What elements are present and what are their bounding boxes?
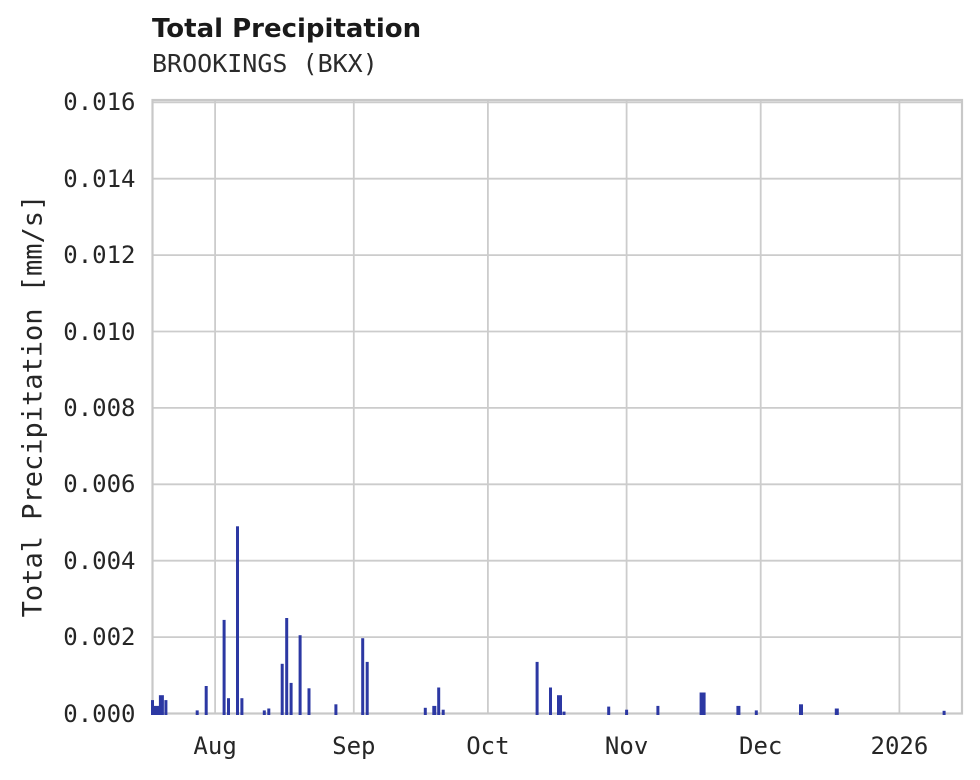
precip-spike <box>154 705 160 715</box>
precip-spike <box>437 687 441 715</box>
precip-spike <box>227 698 230 715</box>
y-tick-label: 0.008 <box>63 393 136 422</box>
y-tick-label: 0.010 <box>63 317 136 346</box>
y-tick-label: 0.016 <box>63 88 136 117</box>
precip-spike <box>557 695 562 715</box>
plot-frame <box>151 98 964 715</box>
precip-spike <box>535 661 539 715</box>
x-tick-label: Nov <box>604 731 649 760</box>
precip-spike <box>195 710 199 715</box>
y-tick-label: 0.000 <box>63 699 136 728</box>
precip-spike <box>423 707 427 715</box>
precip-spike <box>222 619 226 715</box>
precip-spike <box>236 526 239 715</box>
precip-spike <box>289 682 293 715</box>
precip-spike <box>240 698 244 715</box>
precip-spike <box>625 709 629 715</box>
y-tick-label: 0.004 <box>63 546 136 575</box>
precip-spike <box>656 705 660 715</box>
x-tick-label: Dec <box>739 731 783 760</box>
precip-spike <box>298 635 302 715</box>
precip-spike <box>334 704 338 715</box>
precip-spike <box>267 708 271 715</box>
precip-spike <box>164 700 168 715</box>
precip-spike <box>441 709 445 715</box>
precip-spike <box>942 710 946 715</box>
y-tick-label: 0.014 <box>63 164 136 193</box>
precip-spike <box>834 708 839 715</box>
precip-spike <box>262 710 266 715</box>
x-tick-label: Sep <box>332 731 376 760</box>
precip-spike <box>549 687 552 715</box>
y-tick-label: 0.006 <box>63 470 136 499</box>
precip-spike <box>204 686 208 715</box>
precip-spike <box>432 705 437 715</box>
precip-spike <box>285 618 289 715</box>
precip-spike <box>607 706 611 715</box>
chart-subtitle-station: BROOKINGS (BKX) <box>152 49 378 78</box>
y-tick-label: 0.012 <box>63 241 136 270</box>
precip-spike <box>562 711 566 715</box>
y-tick-label: 0.002 <box>63 623 136 652</box>
precip-spike <box>158 695 164 715</box>
x-tick-label: Aug <box>193 731 237 760</box>
precip-spike <box>365 661 369 715</box>
chart-title: Total Precipitation <box>152 14 422 44</box>
precip-spike <box>280 663 284 715</box>
precip-spike <box>754 710 758 715</box>
precip-spike <box>736 705 741 715</box>
precip-spike <box>799 704 803 715</box>
x-tick-label: Oct <box>466 731 510 760</box>
precip-spike <box>699 692 706 715</box>
x-tick-label: 2026 <box>870 731 929 760</box>
precip-spike <box>307 688 311 715</box>
precip-spike <box>151 700 154 715</box>
precip-spike <box>361 638 365 715</box>
